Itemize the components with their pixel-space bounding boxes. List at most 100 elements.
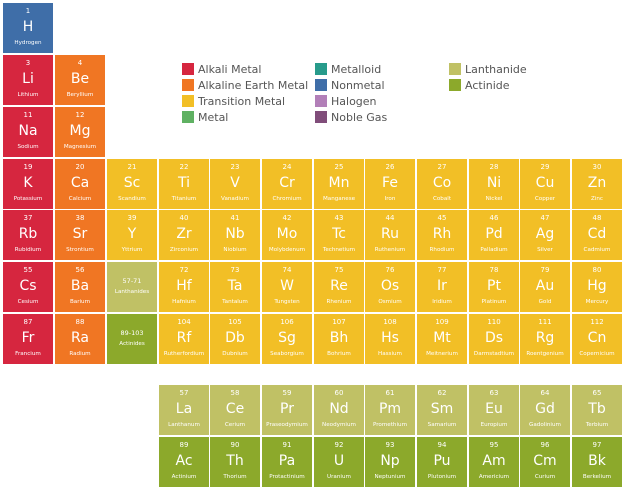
element-tb[interactable]: 65 Tb Terbium: [572, 385, 622, 435]
element-pt[interactable]: 78 Pt Platinum: [469, 262, 519, 312]
placeholder-lanthanides[interactable]: 57-71 Lanthanides: [107, 262, 157, 312]
element-gd[interactable]: 64 Gd Gadolinium: [520, 385, 570, 435]
element-am[interactable]: 95 Am Americium: [469, 437, 519, 487]
element-name: Ruthenium: [374, 247, 406, 253]
element-fr[interactable]: 87 Fr Francium: [3, 314, 53, 364]
element-co[interactable]: 27 Co Cobalt: [417, 159, 467, 209]
element-symbol: Cm: [533, 453, 557, 469]
element-rh[interactable]: 45 Rh Rhodium: [417, 210, 467, 260]
element-cs[interactable]: 55 Cs Cesium: [3, 262, 53, 312]
atomic-number: 20: [75, 163, 85, 171]
atomic-number: 37: [23, 214, 33, 222]
element-ru[interactable]: 44 Ru Ruthenium: [365, 210, 415, 260]
placeholder-actinides[interactable]: 89-103 Actinides: [107, 314, 157, 364]
element-pu[interactable]: 94 Pu Plutonium: [417, 437, 467, 487]
atomic-number: 47: [540, 214, 550, 222]
element-u[interactable]: 92 U Uranium: [314, 437, 364, 487]
element-name: Strontium: [66, 247, 94, 253]
element-sr[interactable]: 38 Sr Strontium: [55, 210, 105, 260]
element-cn[interactable]: 112 Cn Copernicium: [572, 314, 622, 364]
element-pm[interactable]: 61 Pm Promethium: [365, 385, 415, 435]
element-ds[interactable]: 110 Ds Darmstadtium: [469, 314, 519, 364]
element-sm[interactable]: 62 Sm Samarium: [417, 385, 467, 435]
element-sc[interactable]: 21 Sc Scandium: [107, 159, 157, 209]
element-be[interactable]: 4 Be Beryllium: [55, 55, 105, 105]
atomic-number: 93: [385, 441, 395, 449]
element-mo[interactable]: 42 Mo Molybdenum: [262, 210, 312, 260]
element-bk[interactable]: 97 Bk Berkelium: [572, 437, 622, 487]
element-cd[interactable]: 48 Cd Cadmium: [572, 210, 622, 260]
element-nd[interactable]: 60 Nd Neodymium: [314, 385, 364, 435]
element-db[interactable]: 105 Db Dubnium: [210, 314, 260, 364]
element-eu[interactable]: 63 Eu Europium: [469, 385, 519, 435]
element-zr[interactable]: 40 Zr Zirconium: [159, 210, 209, 260]
atomic-number: 12: [75, 111, 85, 119]
element-h[interactable]: 1 H Hydrogen: [3, 3, 53, 53]
element-ta[interactable]: 73 Ta Tantalum: [210, 262, 260, 312]
element-symbol: Cn: [587, 330, 607, 346]
element-hf[interactable]: 72 Hf Hafnium: [159, 262, 209, 312]
element-cr[interactable]: 24 Cr Chromium: [262, 159, 312, 209]
element-np[interactable]: 93 Np Neptunium: [365, 437, 415, 487]
element-li[interactable]: 3 Li Lithium: [3, 55, 53, 105]
element-symbol: Ds: [484, 330, 504, 346]
atomic-number: 57-71: [122, 277, 142, 285]
element-pd[interactable]: 46 Pd Palladium: [469, 210, 519, 260]
element-sg[interactable]: 106 Sg Seaborgium: [262, 314, 312, 364]
element-hg[interactable]: 80 Hg Mercury: [572, 262, 622, 312]
element-ra[interactable]: 88 Ra Radium: [55, 314, 105, 364]
element-fe[interactable]: 26 Fe Iron: [365, 159, 415, 209]
element-os[interactable]: 76 Os Osmium: [365, 262, 415, 312]
element-mn[interactable]: 25 Mn Manganese: [314, 159, 364, 209]
element-pr[interactable]: 59 Pr Praseodymium: [262, 385, 312, 435]
element-rg[interactable]: 111 Rg Roentgenium: [520, 314, 570, 364]
element-nb[interactable]: 41 Nb Niobium: [210, 210, 260, 260]
element-name: Vanadium: [221, 196, 249, 202]
legend-swatch: [182, 111, 194, 123]
element-y[interactable]: 39 Y Yttrium: [107, 210, 157, 260]
element-tc[interactable]: 43 Tc Technetium: [314, 210, 364, 260]
element-na[interactable]: 11 Na Sodium: [3, 107, 53, 157]
element-bh[interactable]: 107 Bh Bohrium: [314, 314, 364, 364]
element-symbol: Cu: [535, 175, 555, 191]
element-hs[interactable]: 108 Hs Hassium: [365, 314, 415, 364]
element-zn[interactable]: 30 Zn Zinc: [572, 159, 622, 209]
element-ni[interactable]: 28 Ni Nickel: [469, 159, 519, 209]
element-symbol: Hg: [587, 278, 607, 294]
element-ir[interactable]: 77 Ir Iridium: [417, 262, 467, 312]
element-re[interactable]: 75 Re Rhenium: [314, 262, 364, 312]
element-name: Actinium: [171, 474, 197, 480]
atomic-number: 88: [75, 318, 85, 326]
element-ba[interactable]: 56 Ba Barium: [55, 262, 105, 312]
element-rb[interactable]: 37 Rb Rubidium: [3, 210, 53, 260]
element-name: Tungsten: [274, 299, 300, 305]
element-name: Berkelium: [582, 474, 612, 480]
element-v[interactable]: 23 V Vanadium: [210, 159, 260, 209]
element-pa[interactable]: 91 Pa Protactinium: [262, 437, 312, 487]
element-cu[interactable]: 29 Cu Copper: [520, 159, 570, 209]
element-th[interactable]: 90 Th Thorium: [210, 437, 260, 487]
element-cm[interactable]: 96 Cm Curium: [520, 437, 570, 487]
atomic-number: 89-103: [120, 329, 144, 337]
element-w[interactable]: 74 W Tungsten: [262, 262, 312, 312]
element-ti[interactable]: 22 Ti Titanium: [159, 159, 209, 209]
element-name: Copper: [534, 196, 556, 202]
element-ce[interactable]: 58 Ce Cerium: [210, 385, 260, 435]
element-name: Rubidium: [14, 247, 42, 253]
element-mt[interactable]: 109 Mt Meitnerium: [417, 314, 467, 364]
element-ag[interactable]: 47 Ag Silver: [520, 210, 570, 260]
element-mg[interactable]: 12 Mg Magnesium: [55, 107, 105, 157]
element-name: Mercury: [585, 299, 609, 305]
element-ca[interactable]: 20 Ca Calcium: [55, 159, 105, 209]
element-symbol: Rh: [432, 226, 452, 242]
element-ac[interactable]: 89 Ac Actinium: [159, 437, 209, 487]
atomic-number: 26: [385, 163, 395, 171]
element-la[interactable]: 57 La Lanthanum: [159, 385, 209, 435]
element-symbol: Cr: [279, 175, 295, 191]
element-rf[interactable]: 104 Rf Rutherfordium: [159, 314, 209, 364]
element-symbol: Mn: [328, 175, 350, 191]
element-name: Tantalum: [222, 299, 248, 305]
atomic-number: 107: [332, 318, 346, 326]
element-k[interactable]: 19 K Potassium: [3, 159, 53, 209]
element-au[interactable]: 79 Au Gold: [520, 262, 570, 312]
